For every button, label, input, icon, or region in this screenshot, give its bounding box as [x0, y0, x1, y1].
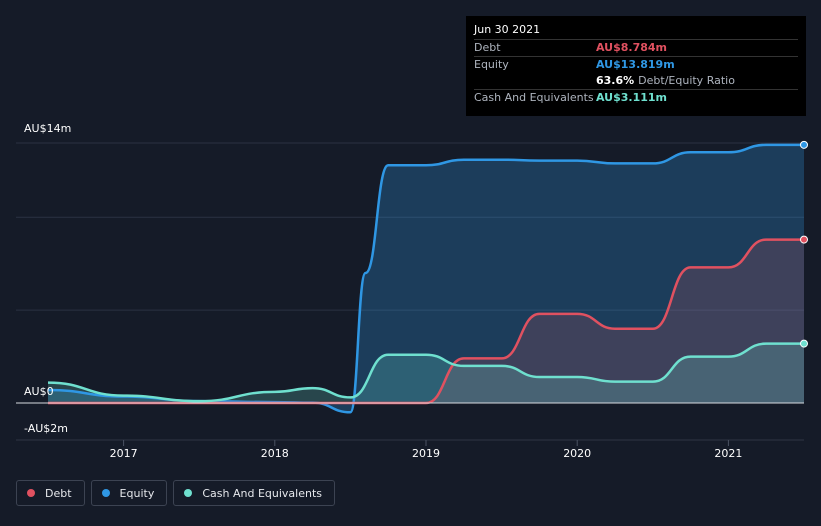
equity-end-marker	[800, 140, 808, 149]
debt-end-marker	[800, 235, 808, 244]
debt-dot-icon	[27, 489, 35, 497]
x-tick-label: 2018	[261, 447, 289, 460]
cash-dot-icon	[184, 489, 193, 497]
tooltip-date: Jun 30 2021	[474, 23, 541, 36]
tooltip-debt-value: AU$8.784m	[596, 41, 668, 54]
tooltip-ratio-row: 63.6% Debt/Equity Ratio	[474, 73, 798, 89]
tooltip-equity-row: Equity AU$13.819m	[474, 56, 798, 73]
tooltip-equity-value: AU$13.819m	[596, 58, 675, 71]
label-layer: 2017 2018 2019 2020 2021 AU$14m AU$0 -AU$2m	[24, 122, 742, 460]
legend-item-debt[interactable]: Debt	[16, 480, 85, 506]
x-tick-label: 2017	[110, 447, 138, 460]
tooltip-equity-label: Equity	[474, 58, 509, 71]
y-tick-label: AU$14m	[24, 122, 71, 135]
x-tick-label: 2020	[563, 447, 591, 460]
y-tick-label: -AU$2m	[24, 422, 68, 435]
legend-equity-label: Equity	[119, 486, 155, 500]
legend-item-equity[interactable]: Equity	[90, 480, 168, 506]
legend-cash-label: Cash And Equivalents	[202, 486, 322, 500]
tooltip-ratio-spacer	[474, 73, 596, 89]
y-tick-label: AU$0	[24, 385, 54, 398]
tooltip-cash-row: Cash And Equivalents AU$3.111m	[474, 89, 798, 106]
equity-area	[48, 144, 804, 413]
cash-line	[47, 342, 804, 403]
grid-layer	[16, 142, 804, 446]
legend-debt-label: Debt	[45, 486, 72, 500]
x-tick-label: 2019	[412, 447, 440, 460]
equity-dot-icon	[101, 489, 110, 497]
tooltip-cash-value: AU$3.111m	[596, 91, 668, 104]
tooltip-cash-label: Cash And Equivalents	[474, 91, 594, 104]
chart-legend: Debt Equity Cash And Equivalents	[16, 480, 335, 506]
tooltip-debt-label: Debt	[474, 41, 501, 54]
legend-item-cash[interactable]: Cash And Equivalents	[173, 480, 335, 506]
tooltip-ratio-label: Debt/Equity Ratio	[638, 74, 735, 87]
cash-area	[48, 343, 804, 403]
area-layer	[48, 144, 804, 413]
tooltip-debt-row: Debt AU$8.784m	[474, 39, 798, 56]
x-tick-label: 2021	[714, 447, 742, 460]
debt-area	[48, 239, 804, 403]
tooltip-panel: Jun 30 2021 Debt AU$8.784m Equity AU$13.…	[466, 16, 806, 116]
cash-end-marker	[800, 339, 808, 348]
marker-layer	[16, 140, 808, 404]
tooltip-ratio-value: 63.6%	[596, 74, 635, 87]
